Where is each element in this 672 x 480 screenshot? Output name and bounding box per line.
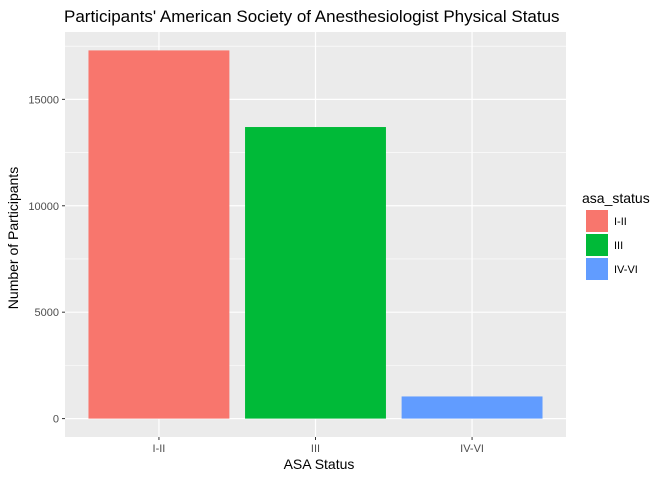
y-axis-ticks: 0 5000 10000 15000 <box>28 94 65 426</box>
x-tick-label: III <box>311 443 320 455</box>
bars <box>88 50 543 419</box>
y-tick-label: 10000 <box>28 201 59 213</box>
legend-label-i-ii: I-II <box>614 216 627 228</box>
bar-iii <box>245 127 386 419</box>
bar-i-ii <box>88 50 230 419</box>
chart-title: Participants' American Society of Anesth… <box>64 7 560 26</box>
y-tick-label: 5000 <box>35 307 59 319</box>
legend: asa_status I-II III IV-VI <box>582 190 650 280</box>
y-axis-title: Number of Participants <box>5 167 21 309</box>
x-tick-label: I-II <box>153 443 166 455</box>
y-tick-label: 15000 <box>28 94 59 106</box>
bar-iv-vi <box>401 396 543 419</box>
x-axis-title: ASA Status <box>284 456 355 472</box>
legend-label-iv-vi: IV-VI <box>614 264 638 276</box>
legend-title: asa_status <box>582 190 650 206</box>
legend-key-iv-vi <box>586 258 608 280</box>
legend-key-iii <box>586 234 608 256</box>
legend-key-i-ii <box>586 210 608 232</box>
legend-label-iii: III <box>614 240 623 252</box>
x-tick-label: IV-VI <box>460 443 484 455</box>
x-axis-ticks: I-II III IV-VI <box>153 437 484 455</box>
y-tick-label: 0 <box>53 414 59 426</box>
